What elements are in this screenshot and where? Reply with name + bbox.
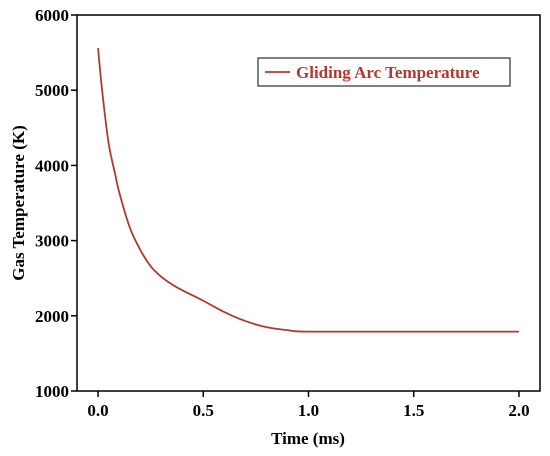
series-line [97,48,519,333]
x-axis-title: Time (ms) [271,429,345,448]
y-tick-label: 5000 [35,81,69,100]
series-layer [97,48,519,333]
y-tick-label: 6000 [35,6,69,25]
legend: Gliding Arc Temperature [257,57,511,87]
y-tick-label: 3000 [35,232,69,251]
x-tick-label: 1.5 [403,401,424,420]
x-tick-label: 2.0 [508,401,529,420]
y-axis-ticks: 1000 2000 3000 4000 5000 6000 [35,6,77,401]
y-tick-label: 4000 [35,156,69,175]
y-tick-label: 1000 [35,382,69,401]
x-axis-ticks: 0.0 0.5 1.0 1.5 2.0 [87,391,530,420]
y-tick-label: 2000 [35,307,69,326]
legend-label: Gliding Arc Temperature [296,63,480,82]
x-tick-label: 1.0 [298,401,319,420]
x-tick-label: 0.0 [87,401,108,420]
y-axis-title: Gas Temperature (K) [9,125,28,281]
legend-box [257,57,511,87]
x-tick-label: 0.5 [193,401,214,420]
